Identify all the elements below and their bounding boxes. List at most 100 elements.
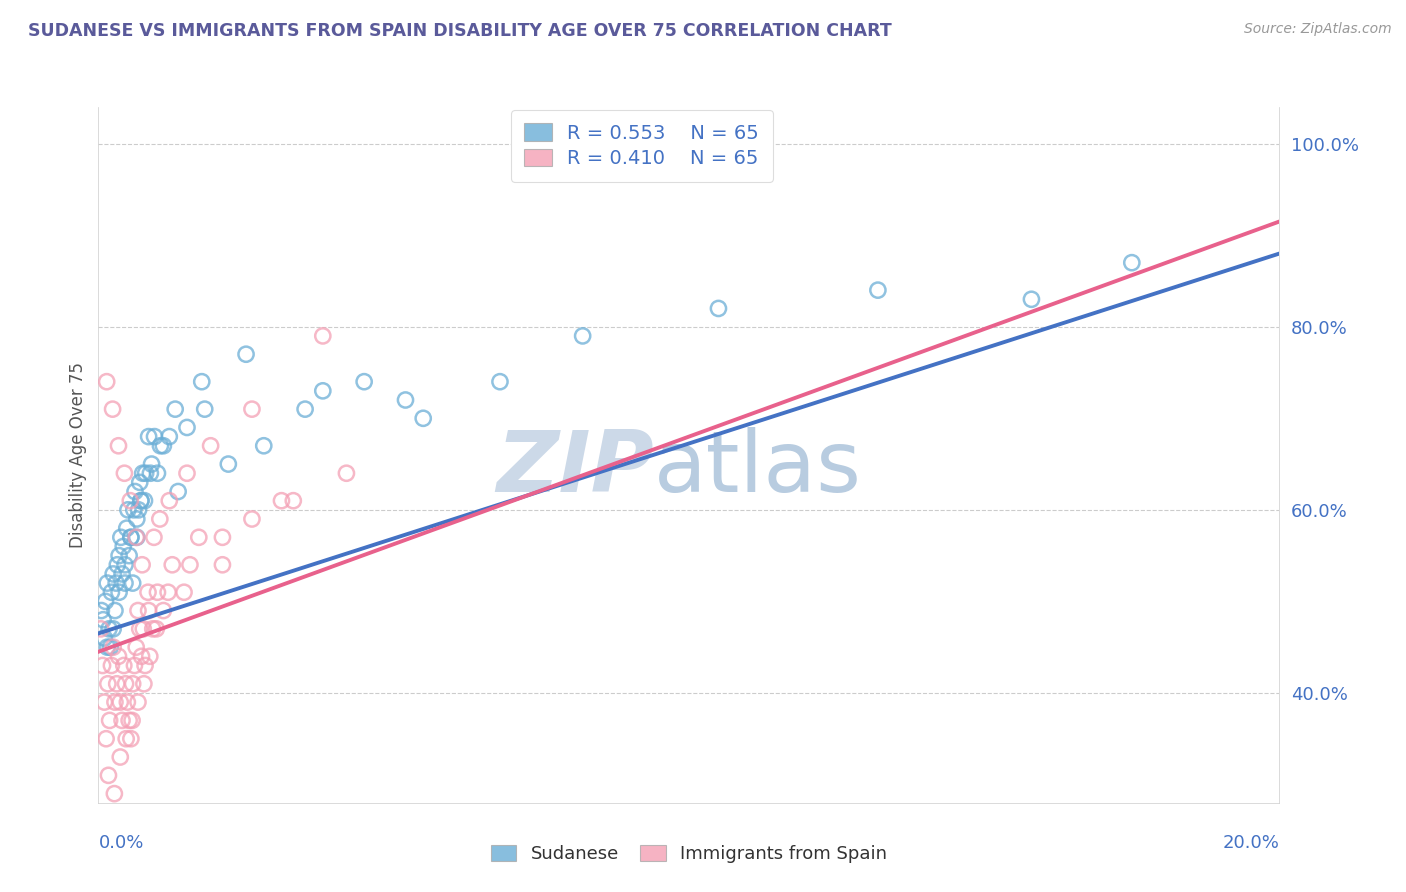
Point — [91, 613, 114, 627]
Point — [93, 695, 115, 709]
Point — [240, 512, 263, 526]
Point — [176, 420, 198, 434]
Point — [94, 731, 117, 746]
Point — [1021, 293, 1043, 307]
Point — [143, 429, 166, 443]
Point — [103, 640, 125, 655]
Point — [146, 467, 169, 481]
Point — [104, 603, 127, 617]
Point — [134, 658, 156, 673]
Point — [110, 695, 132, 709]
Point — [866, 283, 889, 297]
Point — [162, 558, 183, 572]
Point — [127, 603, 149, 617]
Point — [108, 549, 131, 563]
Point — [132, 467, 155, 481]
Point — [110, 750, 132, 764]
Point — [571, 329, 593, 343]
Point — [112, 658, 135, 673]
Point — [294, 402, 316, 417]
Point — [138, 429, 160, 443]
Point — [101, 402, 124, 417]
Text: atlas: atlas — [654, 427, 862, 510]
Text: Source: ZipAtlas.com: Source: ZipAtlas.com — [1244, 22, 1392, 37]
Point — [141, 457, 163, 471]
Point — [191, 375, 214, 389]
Point — [96, 640, 118, 655]
Point — [127, 695, 149, 709]
Point — [1121, 255, 1143, 269]
Point — [211, 558, 233, 572]
Point — [100, 585, 122, 599]
Point — [145, 622, 167, 636]
Point — [120, 530, 142, 544]
Point — [335, 467, 357, 481]
Point — [211, 530, 233, 544]
Point — [270, 493, 292, 508]
Y-axis label: Disability Age Over 75: Disability Age Over 75 — [69, 362, 87, 548]
Point — [353, 375, 375, 389]
Point — [121, 714, 143, 728]
Text: SUDANESE VS IMMIGRANTS FROM SPAIN DISABILITY AGE OVER 75 CORRELATION CHART: SUDANESE VS IMMIGRANTS FROM SPAIN DISABI… — [28, 22, 891, 40]
Point — [98, 640, 121, 655]
Point — [132, 622, 155, 636]
Point — [128, 622, 150, 636]
Point — [117, 695, 139, 709]
Point — [98, 714, 121, 728]
Point — [97, 768, 120, 782]
Point — [108, 585, 131, 599]
Point — [118, 549, 141, 563]
Point — [142, 622, 165, 636]
Point — [117, 503, 139, 517]
Point — [179, 558, 201, 572]
Point — [94, 594, 117, 608]
Point — [157, 429, 180, 443]
Point — [135, 467, 157, 481]
Point — [118, 714, 141, 728]
Point — [157, 585, 180, 599]
Point — [120, 493, 142, 508]
Point — [114, 677, 136, 691]
Point — [110, 530, 132, 544]
Point — [136, 585, 159, 599]
Point — [111, 566, 134, 581]
Point — [124, 658, 146, 673]
Point — [200, 439, 222, 453]
Point — [90, 622, 112, 636]
Point — [283, 493, 305, 508]
Point — [129, 493, 152, 508]
Point — [217, 457, 239, 471]
Point — [114, 576, 136, 591]
Point — [176, 467, 198, 481]
Point — [139, 649, 162, 664]
Point — [120, 530, 142, 544]
Point — [128, 475, 150, 490]
Point — [115, 521, 138, 535]
Point — [253, 439, 276, 453]
Point — [157, 493, 180, 508]
Point — [134, 493, 156, 508]
Point — [131, 649, 153, 664]
Point — [167, 484, 190, 499]
Point — [128, 503, 150, 517]
Text: ZIP: ZIP — [496, 427, 654, 510]
Point — [112, 467, 135, 481]
Point — [114, 558, 136, 572]
Point — [97, 677, 120, 691]
Point — [100, 658, 122, 673]
Point — [103, 622, 125, 636]
Point — [138, 603, 160, 617]
Point — [111, 714, 134, 728]
Point — [121, 677, 143, 691]
Legend: Sudanese, Immigrants from Spain: Sudanese, Immigrants from Spain — [484, 838, 894, 871]
Point — [194, 402, 217, 417]
Point — [125, 640, 148, 655]
Point — [120, 731, 142, 746]
Point — [103, 787, 125, 801]
Point — [187, 530, 209, 544]
Point — [149, 512, 172, 526]
Point — [96, 576, 118, 591]
Point — [105, 677, 128, 691]
Point — [125, 530, 148, 544]
Point — [125, 530, 148, 544]
